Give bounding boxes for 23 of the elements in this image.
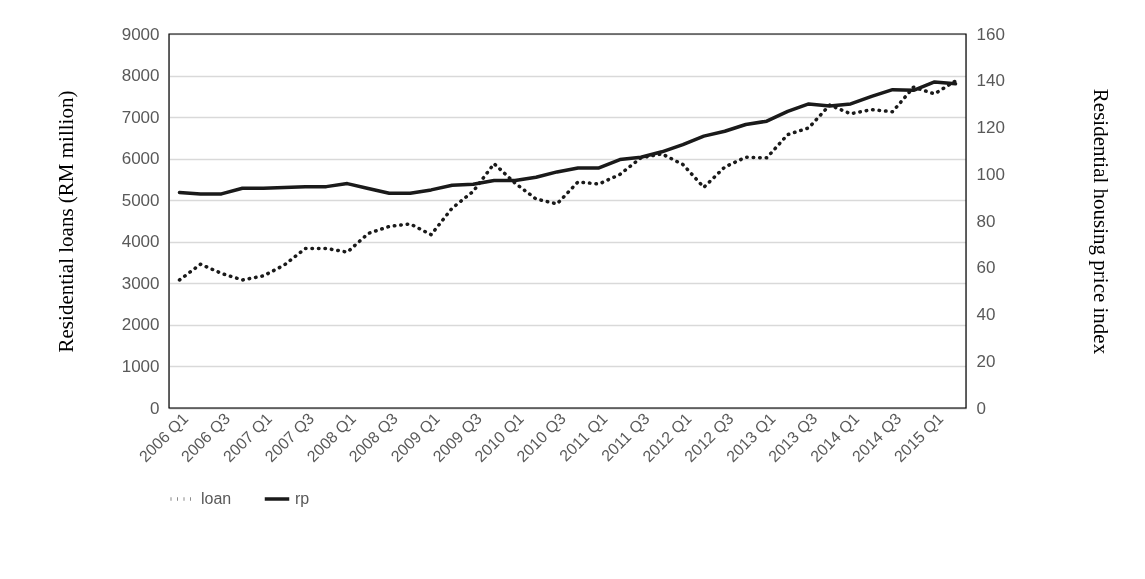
y2-tick-label: 160 (976, 24, 1005, 44)
y2-tick-label: 100 (976, 164, 1005, 184)
y2-tick-label: 0 (976, 398, 986, 418)
legend-label: loan (201, 490, 232, 507)
y-tick-label: 5000 (121, 190, 160, 210)
y-tick-label: 3000 (121, 273, 160, 293)
y2-tick-label: 40 (976, 305, 996, 324)
y-tick-label: 4000 (121, 232, 160, 252)
y-tick-label: 6000 (121, 149, 160, 169)
y-tick-label: 9000 (121, 24, 160, 44)
y2-tick-label: 120 (976, 118, 1005, 137)
y2-axis-title: Residential housing price index (1088, 88, 1113, 355)
legend-label: rp (295, 490, 310, 507)
y2-tick-label: 60 (976, 258, 996, 278)
y-tick-label: 2000 (121, 315, 160, 335)
y-tick-label: 7000 (121, 107, 160, 127)
y-tick-label: 1000 (121, 356, 160, 376)
y2-tick-label: 140 (976, 71, 1005, 91)
y2-tick-label: 80 (976, 211, 996, 231)
y-tick-label: 8000 (121, 66, 160, 86)
y-tick-label: 0 (150, 398, 160, 418)
y-axis-title: Residential loans (RM million) (53, 90, 78, 353)
y2-tick-label: 20 (976, 351, 996, 371)
